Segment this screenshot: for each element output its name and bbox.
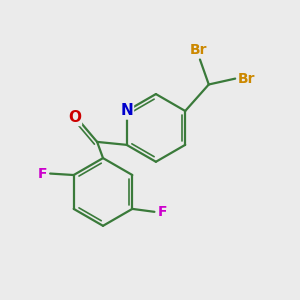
Text: F: F [38,167,47,181]
Text: O: O [68,110,81,125]
Text: F: F [158,205,167,219]
Text: Br: Br [238,72,255,86]
Text: N: N [120,103,133,118]
Text: Br: Br [190,43,207,57]
